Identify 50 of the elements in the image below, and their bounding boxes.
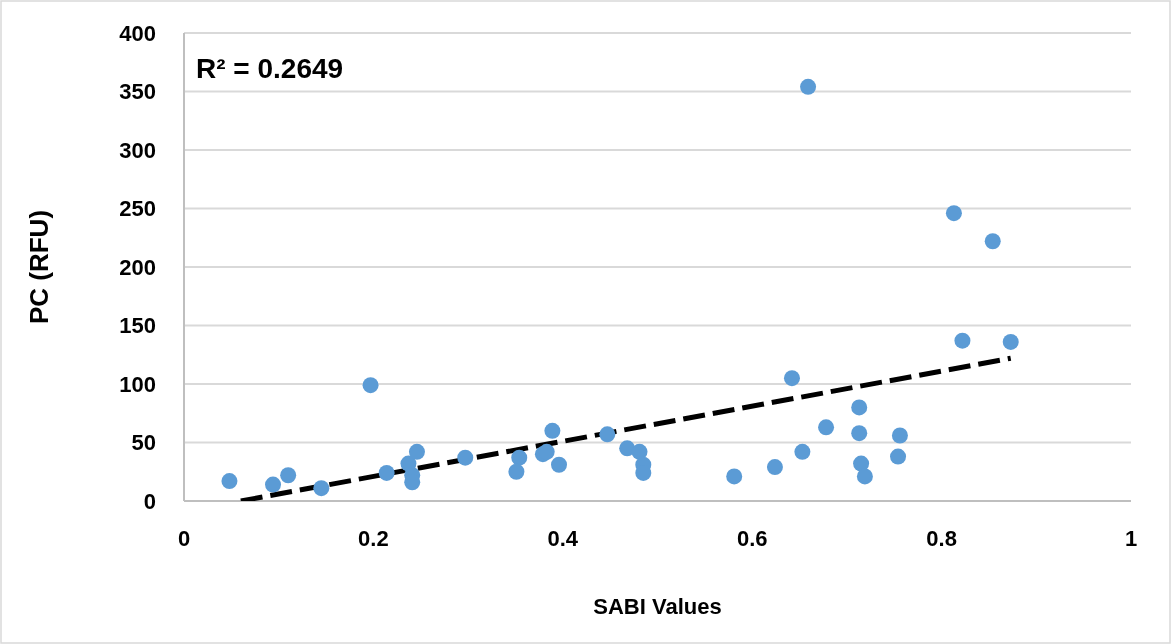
point bbox=[853, 455, 870, 472]
x-axis-title: SABI Values bbox=[593, 594, 722, 619]
point bbox=[362, 377, 379, 394]
point bbox=[856, 468, 873, 485]
point bbox=[551, 456, 568, 473]
point bbox=[766, 459, 783, 476]
point bbox=[890, 448, 907, 465]
x-tick-label: 1 bbox=[1124, 526, 1138, 551]
y-tick-label: 200 bbox=[119, 254, 156, 280]
point bbox=[619, 440, 636, 457]
point bbox=[599, 426, 616, 443]
point bbox=[891, 427, 908, 444]
point bbox=[945, 205, 962, 222]
point bbox=[1002, 333, 1019, 350]
point bbox=[265, 476, 282, 493]
x-tick-label: 0.8 bbox=[926, 526, 957, 551]
y-tick-label: 350 bbox=[119, 79, 156, 105]
y-tick-label: 50 bbox=[131, 430, 156, 456]
annotation: R² = 0.2649 bbox=[196, 53, 344, 84]
y-tick-label: 150 bbox=[119, 313, 156, 339]
x-tick-label: 0.6 bbox=[736, 526, 768, 551]
point bbox=[457, 449, 474, 466]
x-tick-label: 0 bbox=[177, 526, 191, 551]
point bbox=[726, 468, 743, 485]
y-tick-label: 250 bbox=[119, 196, 156, 222]
y-tick-label: 100 bbox=[119, 371, 156, 397]
point bbox=[783, 370, 800, 387]
point bbox=[984, 233, 1001, 250]
y-axis-title: PC (RFU) bbox=[24, 209, 54, 325]
point bbox=[544, 422, 561, 439]
point bbox=[818, 419, 835, 436]
x-tick-label: 0.4 bbox=[547, 526, 579, 551]
y-tick-label: 400 bbox=[119, 20, 156, 46]
point bbox=[221, 473, 238, 490]
point bbox=[794, 443, 811, 460]
point bbox=[408, 443, 425, 460]
point bbox=[800, 78, 817, 95]
x-tick-label: 0.2 bbox=[358, 526, 389, 551]
point bbox=[313, 480, 330, 497]
point bbox=[378, 464, 395, 481]
point bbox=[508, 463, 525, 480]
y-tick-label: 300 bbox=[119, 137, 156, 163]
point bbox=[511, 449, 528, 466]
point bbox=[631, 443, 648, 460]
y-tick-label: 0 bbox=[143, 488, 156, 514]
point bbox=[954, 332, 971, 349]
point bbox=[851, 399, 868, 416]
point bbox=[280, 467, 297, 484]
point bbox=[538, 443, 555, 460]
point bbox=[851, 425, 868, 442]
